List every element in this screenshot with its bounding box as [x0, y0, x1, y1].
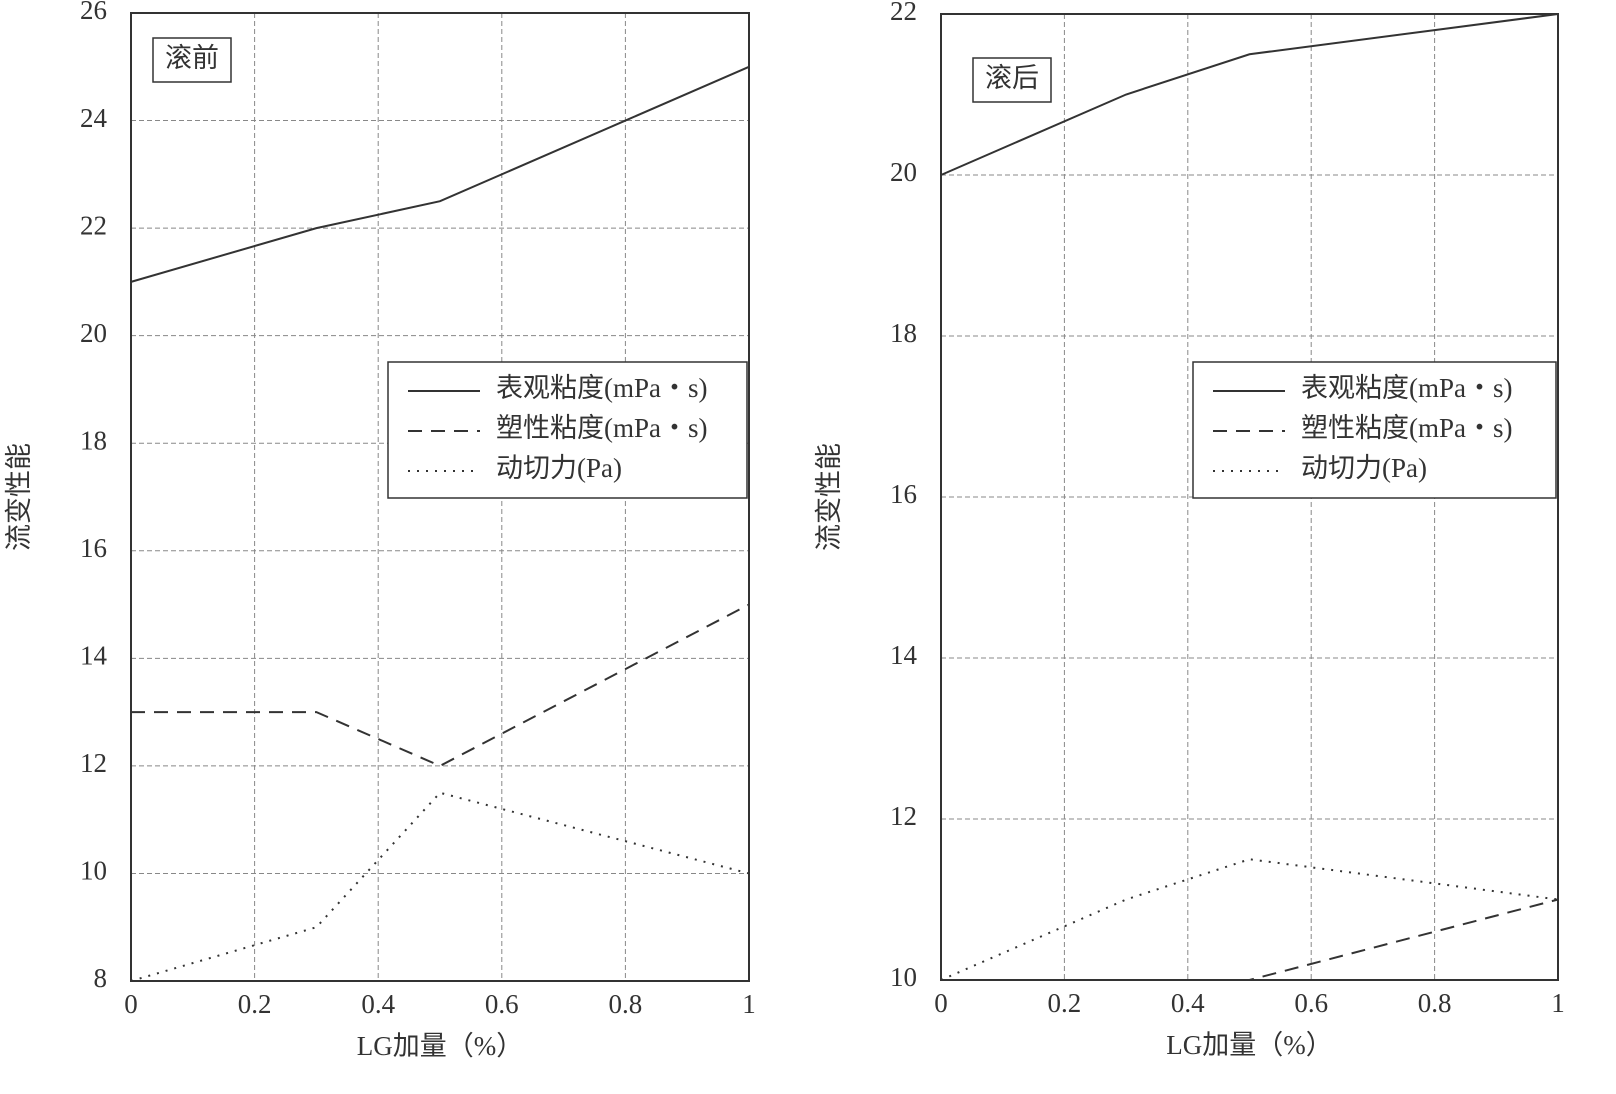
y-tick-label: 22 [80, 210, 107, 240]
x-tick-label: 0.2 [1048, 988, 1082, 1018]
y-tick-label: 8 [94, 963, 108, 993]
x-tick-label: 1 [1551, 988, 1565, 1018]
x-tick-label: 0.2 [238, 989, 272, 1019]
y-tick-label: 24 [80, 103, 108, 133]
y-axis-label: 流变性能 [814, 443, 844, 551]
plot-frame [130, 12, 750, 982]
annotation: 滚后 [985, 63, 1039, 93]
y-tick-label: 14 [80, 641, 108, 671]
series-line [130, 791, 750, 982]
x-tick-label: 1 [742, 989, 756, 1019]
y-tick-label: 18 [80, 425, 107, 455]
x-tick-label: 0.6 [1294, 988, 1328, 1018]
x-tick-label: 0.6 [485, 989, 519, 1019]
x-tick-label: 0 [934, 988, 948, 1018]
y-tick-label: 20 [80, 318, 107, 348]
annotation-box [972, 57, 1052, 103]
y-tick-label: 14 [890, 640, 918, 670]
x-tick-label: 0.4 [1171, 988, 1205, 1018]
y-tick-label: 12 [890, 801, 917, 831]
legend-label: 动切力(Pa) [1301, 453, 1427, 483]
annotation-box [152, 37, 232, 83]
y-tick-label: 16 [890, 479, 917, 509]
y-tick-label: 10 [80, 856, 107, 886]
legend-label: 塑性粘度(mPa・s) [496, 413, 708, 443]
series-line [940, 858, 1559, 981]
series-line [940, 13, 1559, 176]
legend-label: 表观粘度(mPa・s) [496, 373, 708, 403]
annotation: 滚前 [165, 43, 219, 73]
legend-label: 动切力(Pa) [496, 453, 622, 483]
y-axis-label: 流变性能 [4, 443, 34, 551]
legend-label: 塑性粘度(mPa・s) [1301, 413, 1513, 443]
y-tick-label: 20 [890, 157, 917, 187]
y-tick-label: 12 [80, 748, 107, 778]
legend-box [387, 361, 748, 499]
x-axis-label: LG加量（%） [1166, 1030, 1332, 1060]
legend-box [1192, 361, 1557, 499]
x-tick-label: 0 [124, 989, 138, 1019]
y-tick-label: 10 [890, 962, 917, 992]
x-tick-label: 0.8 [1418, 988, 1452, 1018]
series-line [941, 898, 1559, 981]
legend-label: 表观粘度(mPa・s) [1301, 373, 1513, 403]
series-line [130, 65, 750, 283]
series-line [131, 603, 750, 767]
x-tick-label: 0.8 [609, 989, 643, 1019]
y-tick-label: 26 [80, 0, 107, 25]
y-tick-label: 16 [80, 533, 107, 563]
x-tick-label: 0.4 [361, 989, 395, 1019]
y-tick-label: 22 [890, 0, 917, 26]
x-axis-label: LG加量（%） [357, 1031, 523, 1061]
y-tick-label: 18 [890, 318, 917, 348]
